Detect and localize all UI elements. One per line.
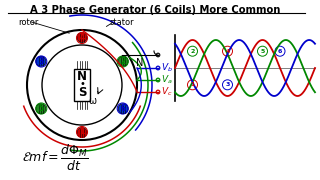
Text: $\mathcal{E}mf = \dfrac{d\Phi_M}{dt}$: $\mathcal{E}mf = \dfrac{d\Phi_M}{dt}$ xyxy=(22,143,88,173)
Circle shape xyxy=(77,127,87,138)
Circle shape xyxy=(156,78,160,82)
Bar xyxy=(74,69,90,101)
Text: $V_c$: $V_c$ xyxy=(161,86,172,98)
Text: 6: 6 xyxy=(120,104,125,113)
Text: 5: 5 xyxy=(39,104,44,113)
Text: 4: 4 xyxy=(79,33,84,42)
Text: 5: 5 xyxy=(260,49,265,54)
Text: 2: 2 xyxy=(190,49,195,54)
Circle shape xyxy=(118,104,128,114)
Text: $V_a$: $V_a$ xyxy=(161,74,173,86)
Text: N: N xyxy=(77,69,87,82)
Text: N: N xyxy=(136,58,144,68)
Circle shape xyxy=(156,53,160,57)
Text: 1: 1 xyxy=(79,127,84,136)
Text: $V_b$: $V_b$ xyxy=(161,62,173,74)
Text: A 3 Phase Generator (6 Coils) More Common: A 3 Phase Generator (6 Coils) More Commo… xyxy=(30,5,280,15)
Text: •: • xyxy=(79,79,85,89)
Text: 3: 3 xyxy=(225,82,230,87)
Text: S: S xyxy=(78,86,86,98)
Circle shape xyxy=(156,90,160,94)
Circle shape xyxy=(36,104,46,114)
Circle shape xyxy=(36,56,46,66)
Circle shape xyxy=(156,66,160,70)
Text: 4: 4 xyxy=(225,49,230,54)
Text: 1: 1 xyxy=(190,82,195,87)
Text: 2: 2 xyxy=(120,57,125,66)
Text: stator: stator xyxy=(110,18,135,27)
Circle shape xyxy=(77,33,87,42)
Circle shape xyxy=(118,56,128,66)
Text: rotor: rotor xyxy=(18,18,38,27)
Text: 3: 3 xyxy=(39,57,44,66)
Text: 6: 6 xyxy=(278,49,282,54)
Text: ω: ω xyxy=(88,96,96,106)
